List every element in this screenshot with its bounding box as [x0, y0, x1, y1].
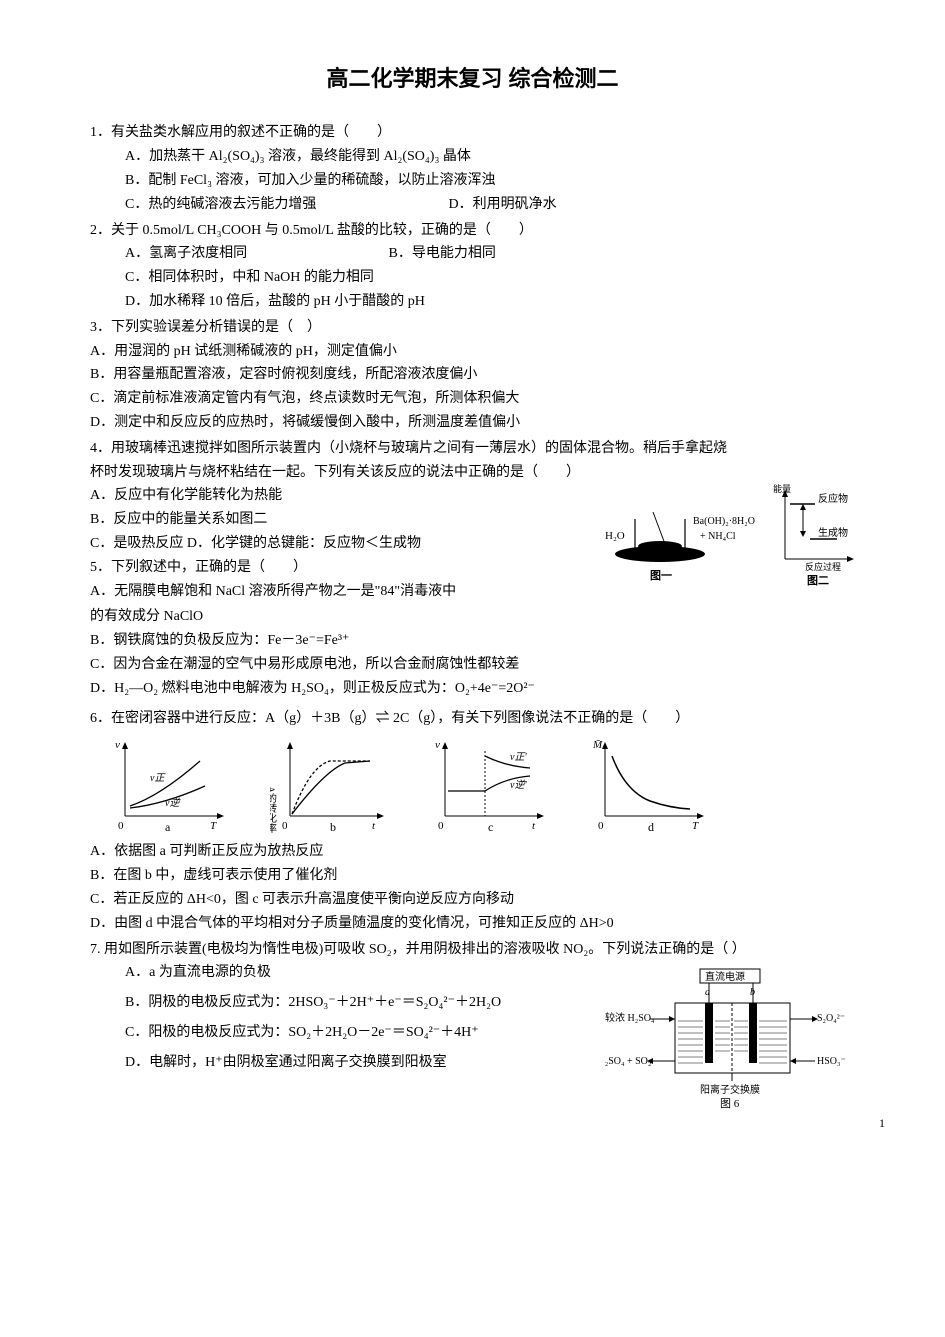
fig2-ylabel: 能量 [773, 484, 791, 494]
chart-b-y: A的转化率 [270, 786, 277, 834]
chart-d-label: d [648, 820, 654, 834]
fig1-caption: 图一 [650, 569, 672, 582]
q2-opt-d: D．加水稀释 10 倍后，盐酸的 pH 小于醋酸的 pH [125, 290, 855, 314]
q4-stem-1: 4．用玻璃棒迅速搅拌如图所示装置内（小烧杯与玻璃片之间有一薄层水）的固体混合物。… [90, 437, 855, 461]
q1-opt-a: A．加热蒸干 Al₂(SO₄)₃ 溶液，最终能得到 Al₂(SO₄)₃ 晶体 [125, 145, 855, 169]
svg-text:0: 0 [118, 820, 124, 832]
fig1-plus: + NH₄Cl [700, 531, 736, 542]
q6-opt-b: B．在图 b 中，虚线可表示使用了催化剂 [90, 864, 855, 888]
q4-opt-d: D．化学键的总键能：反应物＜生成物 [187, 536, 421, 551]
q3-opt-b: B．用容量瓶配置溶液，定容时俯视刻度线，所配溶液浓度偏小 [90, 363, 855, 387]
question-3: 3．下列实验误差分析错误的是（ ） A．用湿润的 pH 试纸测稀碱液的 pH，测… [90, 316, 855, 435]
q6-opt-d: D．由图 d 中混合气体的平均相对分子质量随温度的变化情况，可推知正反应的 ΔH… [90, 912, 855, 936]
q2-opt-a: A．氢离子浓度相同 [125, 242, 385, 266]
question-7: 7. 用如图所示装置(电极均为惰性电极)可吸收 SO₂，并用阴极排出的溶液吸收 … [90, 938, 855, 1112]
q4-figures-svg: H₂O Ba(OH)₂·8H₂O + NH₄Cl 图一 能量 [605, 484, 855, 594]
chart-a: v T 0 v正 v逆 a [110, 736, 230, 836]
q7-opt-d: D．电解时，H⁺由阴极室通过阳离子交换膜到阳极室 [125, 1051, 595, 1075]
q2-opt-b: B．导电能力相同 [389, 242, 496, 266]
chart-b: A的转化率 t 0 b [270, 736, 390, 836]
fig7-left-in: 较浓 H₂SO₄ [605, 1011, 655, 1024]
q6-charts: v T 0 v正 v逆 a A的转化率 t 0 b [110, 736, 855, 836]
q7-figure: 直流电源 a b [605, 961, 855, 1111]
fig1-h2o: H₂O [605, 530, 625, 542]
fig1-compound: Ba(OH)₂·8H₂O [693, 516, 755, 527]
page-number: 1 [879, 1113, 885, 1133]
chart-d-y: M̄ [592, 739, 603, 751]
q4-figure-panel: H₂O Ba(OH)₂·8H₂O + NH₄Cl 图一 能量 [605, 484, 855, 594]
q5-stem: 5．下列叙述中，正确的是（ ） [90, 556, 595, 580]
chart-b-x: t [372, 820, 376, 832]
q7-opt-c: C．阳极的电极反应式为：SO₂＋2H₂O－2e⁻＝SO₄²⁻＋4H⁺ [125, 1021, 595, 1045]
q7-electrolysis-svg: 直流电源 a b [605, 961, 855, 1111]
q6-stem: 6．在密闭容器中进行反应：A（g）＋3B（g）⇌ 2C（g），有关下列图像说法不… [90, 707, 855, 731]
q5-opt-a-1: A．无隔膜电解饱和 NaCl 溶液所得产物之一是"84"消毒液中 [90, 580, 595, 604]
chart-c: v t 0 v正' v逆' c [430, 736, 550, 836]
q3-opt-a: A．用湿润的 pH 试纸测稀碱液的 pH，测定值偏小 [90, 340, 855, 364]
fig7-right-out: HSO₃⁻ [817, 1056, 846, 1067]
page-title: 高二化学期末复习 综合检测二 [90, 60, 855, 97]
question-4: 4．用玻璃棒迅速搅拌如图所示装置内（小烧杯与玻璃片之间有一薄层水）的固体混合物。… [90, 437, 855, 604]
q4-stem-2: 杯时发现玻璃片与烧杯粘结在一起。下列有关该反应的说法中正确的是（ ） [90, 461, 855, 485]
q1-opt-c: C．热的纯碱溶液去污能力增强 [125, 193, 445, 217]
fig2-xlabel: 反应过程 [805, 561, 841, 572]
fig7-power: 直流电源 [705, 970, 745, 983]
chart-d: M̄ T 0 d [590, 736, 710, 836]
q1-stem: 1．有关盐类水解应用的叙述不正确的是（ ） [90, 121, 855, 145]
question-5: 的有效成分 NaClO B．钢铁腐蚀的负极反应为：Fe－3e⁻=Fe³⁺ C．因… [90, 605, 855, 700]
chart-c-label: c [488, 820, 493, 834]
q3-stem: 3．下列实验误差分析错误的是（ ） [90, 316, 855, 340]
q5-opt-a-2: 的有效成分 NaClO [90, 605, 855, 629]
question-1: 1．有关盐类水解应用的叙述不正确的是（ ） A．加热蒸干 Al₂(SO₄)₃ 溶… [90, 121, 855, 216]
chart-c-y: v [435, 739, 440, 751]
fig2-top: 反应物 [818, 492, 848, 505]
q1-opt-b: B．配制 FeCl₃ 溶液，可加入少量的稀硫酸，以防止溶液浑浊 [125, 169, 855, 193]
fig7-left-out: 稀 H₂SO₄ + SO₂ [605, 1054, 651, 1067]
q5-opt-d: D．H₂—O₂ 燃料电池中电解液为 H₂SO₄，则正极反应式为：O₂+4e⁻=2… [90, 677, 855, 701]
question-6: 6．在密闭容器中进行反应：A（g）＋3B（g）⇌ 2C（g），有关下列图像说法不… [90, 707, 855, 936]
fig7-membrane: 阳离子交换膜 [700, 1083, 760, 1096]
q3-opt-c: C．滴定前标准液滴定管内有气泡，终点读数时无气泡，所测体积偏大 [90, 387, 855, 411]
q7-opt-b: B．阴极的电极反应式为：2HSO₃⁻＋2H⁺＋e⁻＝S₂O₄²⁻＋2H₂O [125, 991, 595, 1015]
fig2-bottom: 生成物 [818, 526, 848, 539]
svg-text:0: 0 [438, 820, 444, 832]
q6-opt-a: A．依据图 a 可判断正反应为放热反应 [90, 840, 855, 864]
q6-opt-c: C．若正反应的 ΔH<0，图 c 可表示升高温度使平衡向逆反应方向移动 [90, 888, 855, 912]
q4-opt-b: B．反应中的能量关系如图二 [90, 508, 595, 532]
q1-opt-d: D．利用明矾净水 [449, 193, 557, 217]
chart-a-label: a [165, 820, 171, 834]
q3-opt-d: D．测定中和反应反的应热时，将碱缓慢倒入酸中，所测温度差值偏小 [90, 411, 855, 435]
chart-a-x: T [210, 820, 217, 832]
chart-d-x: T [692, 820, 699, 832]
fig2-caption: 图二 [807, 574, 829, 587]
fig7-right-in: S₂O₄²⁻ [817, 1013, 845, 1024]
q5-opt-b: B．钢铁腐蚀的负极反应为：Fe－3e⁻=Fe³⁺ [90, 629, 855, 653]
chart-a-l1: v正 [150, 773, 166, 784]
question-2: 2．关于 0.5mol/L CH₃COOH 与 0.5mol/L 盐酸的比较，正… [90, 219, 855, 314]
chart-a-y: v [115, 739, 120, 751]
chart-c-x: t [532, 820, 536, 832]
svg-text:0: 0 [598, 820, 604, 832]
q4-opt-a: A．反应中有化学能转化为热能 [90, 484, 595, 508]
q4-opt-c: C．是吸热反应 [90, 536, 183, 551]
q2-stem: 2．关于 0.5mol/L CH₃COOH 与 0.5mol/L 盐酸的比较，正… [90, 219, 855, 243]
fig7-caption: 图 6 [720, 1097, 740, 1110]
chart-c-l2: v逆' [510, 779, 527, 791]
q7-stem: 7. 用如图所示装置(电极均为惰性电极)可吸收 SO₂，并用阴极排出的溶液吸收 … [90, 938, 855, 962]
q5-opt-c: C．因为合金在潮湿的空气中易形成原电池，所以合金耐腐蚀性都较差 [90, 653, 855, 677]
q2-opt-c: C．相同体积时，中和 NaOH 的能力相同 [125, 266, 855, 290]
svg-text:0: 0 [282, 820, 288, 832]
chart-c-l1: v正' [510, 752, 527, 763]
q7-opt-a: A．a 为直流电源的负极 [125, 961, 595, 985]
chart-b-label: b [330, 820, 336, 834]
chart-a-l2: v逆 [165, 797, 181, 809]
